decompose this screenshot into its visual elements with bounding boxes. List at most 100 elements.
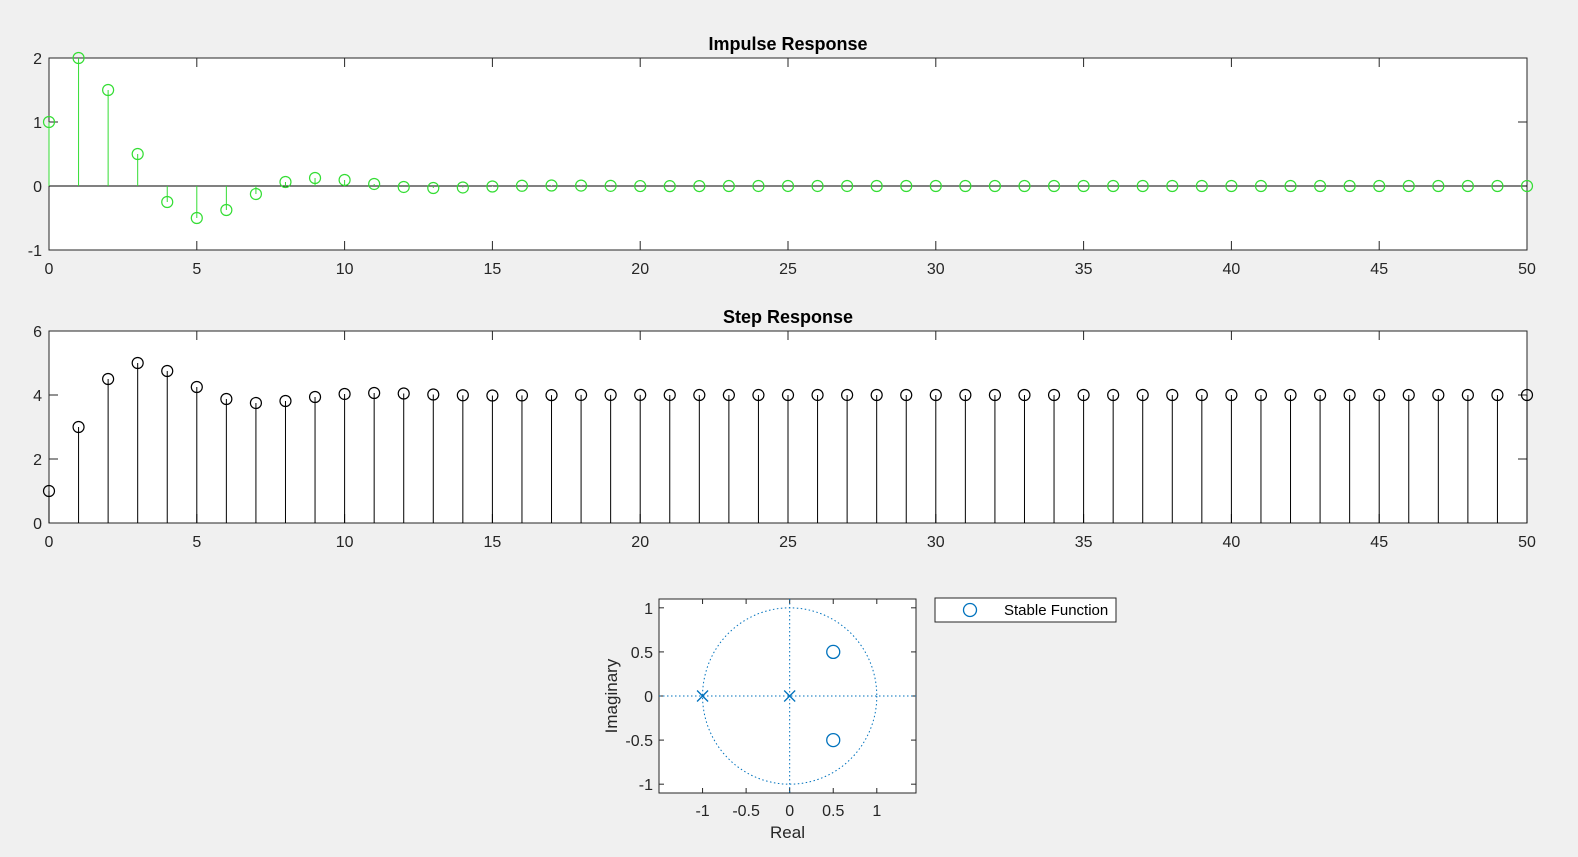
stem-marker: [959, 388, 972, 402]
stem-marker: [870, 388, 883, 402]
x-tick-label: 15: [484, 261, 502, 278]
x-tick-label: -1: [695, 803, 709, 820]
stem-marker: [1343, 179, 1356, 193]
x-tick-label: 0: [45, 534, 54, 551]
stem-marker: [1225, 179, 1238, 193]
stem-marker: [515, 389, 529, 402]
chart-title: Impulse Response: [708, 34, 867, 54]
x-tick-label: 5: [192, 261, 201, 278]
stem-marker: [604, 388, 617, 401]
stem-marker: [781, 179, 795, 193]
stem-marker: [811, 179, 824, 193]
stem-marker: [634, 388, 647, 402]
x-tick-label: -0.5: [732, 803, 760, 820]
stem-marker: [663, 388, 676, 402]
pole-stroke: [783, 690, 796, 702]
stem-marker: [220, 203, 233, 217]
stem-marker: [1254, 388, 1268, 402]
pole-marker: [696, 690, 709, 702]
stem-marker: [693, 179, 706, 193]
stem-marker: [368, 386, 381, 400]
x-tick-label: 0: [785, 803, 794, 820]
x-tick-label: 40: [1223, 261, 1241, 278]
y-tick-label: -0.5: [625, 733, 653, 750]
stem-marker: [1166, 179, 1179, 193]
stem-marker: [190, 380, 203, 394]
zero-marker: [826, 732, 841, 748]
stem-marker: [929, 388, 942, 402]
stem-marker: [161, 195, 174, 209]
stem-marker: [72, 420, 85, 434]
stem-marker: [574, 179, 588, 192]
y-tick-label: 0: [644, 689, 653, 706]
stem-marker: [102, 83, 115, 97]
stem-marker: [781, 388, 795, 402]
x-tick-label: 15: [484, 534, 502, 551]
stem-marker: [634, 179, 647, 193]
y-tick-label: 2: [33, 51, 42, 68]
stem-marker: [1402, 388, 1415, 402]
y-tick-label: 2: [33, 452, 42, 469]
y-tick-label: 0: [33, 179, 42, 196]
x-tick-label: 10: [336, 534, 354, 551]
x-tick-label: 1: [872, 803, 881, 820]
stem-marker: [308, 390, 322, 404]
stem-marker: [1166, 388, 1179, 402]
y-tick-label: 4: [33, 388, 42, 405]
stem-marker: [1225, 388, 1238, 402]
stem-marker: [1107, 179, 1120, 193]
stem-marker: [1077, 179, 1090, 193]
stem-marker: [1520, 179, 1534, 193]
stem-marker: [752, 388, 765, 402]
y-tick-label: 0.5: [631, 645, 653, 662]
x-tick-label: 50: [1518, 534, 1536, 551]
pole-stroke: [696, 690, 709, 702]
legend[interactable]: Stable Function: [934, 597, 1117, 623]
pole-zero-axes[interactable]: -1 -0.5 0 0.5 1 -1 -0.5 0 0.5 1 Real Imaginary: [602, 598, 917, 842]
x-tick-label: 30: [927, 261, 945, 278]
x-tick-label: 10: [336, 261, 354, 278]
stem-marker: [486, 180, 499, 193]
stem-marker: [929, 179, 942, 193]
x-tick-label: 5: [192, 534, 201, 551]
y-tick-label: 0: [33, 516, 42, 533]
stem-marker: [1284, 388, 1297, 402]
stem-marker: [456, 389, 469, 402]
x-axis-label: Real: [770, 823, 805, 842]
stem-marker: [486, 389, 499, 402]
x-tick-label: 35: [1075, 261, 1093, 278]
y-tick-label: 1: [33, 115, 42, 132]
y-tick-label: 6: [33, 324, 42, 341]
x-tick-label: 20: [631, 534, 649, 551]
stem-marker: [220, 392, 233, 406]
stem-marker: [988, 179, 1002, 193]
stem-marker: [1107, 388, 1120, 402]
y-tick-label: -1: [639, 777, 653, 794]
stem-marker: [1432, 388, 1445, 402]
stem-marker: [1195, 388, 1208, 402]
stem-marker: [1373, 388, 1386, 402]
stem-marker: [1018, 388, 1031, 402]
stem-marker: [42, 115, 56, 129]
pole-marker: [783, 690, 796, 702]
stem-marker: [1313, 388, 1327, 402]
stem-marker: [1254, 179, 1268, 193]
stem-marker: [1461, 388, 1474, 402]
zero-marker: [826, 644, 841, 660]
legend-zero-symbol: [962, 602, 978, 618]
stem-marker: [338, 387, 351, 401]
legend-entry: Stable Function: [1004, 602, 1108, 619]
stem-marker: [1373, 179, 1386, 193]
stem-marker: [368, 177, 381, 191]
y-axis-label: Imaginary: [602, 658, 621, 733]
stem-marker: [1077, 388, 1090, 402]
stem-marker: [900, 179, 913, 193]
step-response-axes[interactable]: 0 5 10 15 20 25 30 35 40 45 50 0 2 4 6 Step Response: [33, 307, 1536, 551]
stem-marker: [338, 173, 351, 187]
stem-marker: [131, 147, 144, 161]
stem-marker: [811, 388, 824, 402]
stem-marker: [988, 388, 1002, 402]
stem-marker: [279, 175, 292, 189]
